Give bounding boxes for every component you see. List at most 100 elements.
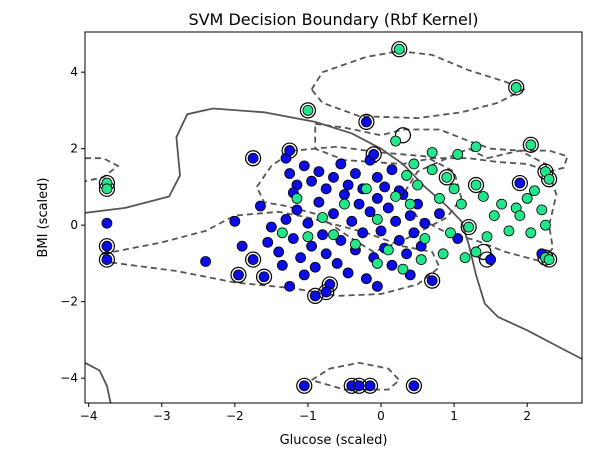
- data-point-class-0: [371, 280, 383, 292]
- data-point-class-1: [510, 82, 522, 93]
- data-point-class-0: [328, 208, 339, 220]
- x-tick-label: −4: [80, 409, 98, 423]
- data-point-class-0: [284, 280, 296, 292]
- y-tick-label: 0: [70, 218, 78, 232]
- data-point-class-0: [298, 160, 310, 172]
- data-point-class-0: [364, 206, 376, 218]
- x-axis-label: Glucose (scaled): [280, 433, 388, 448]
- data-point-class-0: [335, 235, 347, 246]
- data-point-class-1: [426, 147, 438, 158]
- data-point-class-0: [247, 254, 259, 265]
- data-point-class-1: [543, 254, 555, 265]
- data-point-class-0: [360, 273, 372, 285]
- x-tick-label: 0: [377, 409, 385, 423]
- data-point-class-1: [521, 192, 533, 204]
- support-vector-marker: [511, 174, 528, 192]
- data-point-class-1: [481, 231, 493, 243]
- data-point-class-0: [276, 259, 288, 271]
- data-point-class-1: [503, 225, 515, 237]
- data-point-class-1: [540, 219, 551, 231]
- data-point-class-0: [317, 229, 328, 241]
- data-point-class-1: [390, 135, 402, 147]
- data-point-class-0: [371, 171, 383, 183]
- data-point-class-0: [284, 168, 296, 179]
- x-tick-label: 2: [523, 409, 531, 423]
- data-point-class-1: [529, 185, 540, 197]
- data-point-class-0: [353, 198, 365, 210]
- data-point-class-0: [273, 246, 285, 258]
- data-point-class-0: [408, 227, 420, 239]
- support-vector-marker: [391, 41, 408, 58]
- data-point-class-1: [456, 198, 467, 210]
- x-tick-label: −2: [226, 409, 244, 423]
- data-point-class-0: [485, 254, 497, 265]
- data-point-class-1: [445, 227, 456, 239]
- data-point-class-0: [298, 380, 310, 392]
- data-point-class-0: [255, 200, 266, 212]
- data-point-class-1: [452, 148, 464, 160]
- y-tick-label: 4: [70, 65, 78, 79]
- support-vector-marker: [424, 272, 441, 289]
- data-point-class-0: [360, 116, 372, 128]
- data-point-class-0: [393, 235, 405, 246]
- data-point-class-0: [280, 214, 292, 225]
- data-point-class-0: [426, 275, 438, 287]
- data-point-class-1: [470, 179, 482, 191]
- margin-line: [102, 210, 441, 297]
- data-point-class-1: [401, 170, 412, 181]
- data-point-class-1: [437, 248, 449, 260]
- data-point-class-1: [317, 212, 328, 223]
- x-tick-label: −3: [153, 409, 171, 423]
- support-vector-marker: [98, 251, 116, 268]
- data-point-class-0: [101, 217, 113, 229]
- data-point-class-0: [101, 240, 113, 252]
- data-point-class-0: [368, 148, 380, 160]
- data-point-class-1: [390, 191, 402, 202]
- data-point-class-1: [408, 158, 420, 170]
- data-point-class-1: [459, 252, 471, 264]
- data-point-class-1: [536, 204, 548, 216]
- data-point-class-0: [353, 380, 365, 392]
- data-point-class-1: [441, 171, 453, 183]
- data-point-class-1: [291, 192, 303, 204]
- data-point-class-1: [415, 254, 427, 265]
- plot-area: [84, 31, 583, 404]
- data-point-class-1: [404, 198, 416, 210]
- data-point-class-0: [233, 269, 244, 281]
- data-point-class-0: [265, 221, 277, 233]
- data-point-class-1: [514, 210, 526, 221]
- data-point-class-0: [375, 225, 387, 237]
- data-point-class-0: [452, 233, 464, 244]
- data-point-class-0: [331, 257, 343, 269]
- support-vector-marker: [438, 169, 455, 186]
- data-point-class-1: [302, 105, 314, 116]
- data-point-class-0: [320, 286, 332, 298]
- data-point-class-1: [339, 198, 350, 210]
- support-vector-marker: [245, 150, 262, 167]
- data-point-class-1: [525, 139, 537, 151]
- data-point-class-1: [328, 229, 339, 241]
- data-point-class-0: [295, 252, 307, 264]
- data-point-class-0: [200, 256, 211, 267]
- data-point-class-0: [342, 179, 354, 191]
- data-point-class-0: [309, 261, 321, 273]
- data-point-class-0: [386, 259, 398, 271]
- chart-title: SVM Decision Boundary (Rbf Kernel): [188, 10, 478, 29]
- y-tick-label: −2: [60, 295, 78, 309]
- data-point-class-0: [320, 248, 332, 260]
- data-point-class-0: [434, 208, 445, 220]
- data-point-class-1: [302, 231, 314, 243]
- data-point-class-0: [346, 215, 358, 227]
- data-point-class-0: [309, 290, 321, 302]
- y-tick-label: −4: [60, 371, 78, 385]
- data-point-class-0: [313, 196, 325, 208]
- data-point-class-1: [463, 221, 475, 233]
- data-point-class-0: [339, 189, 350, 200]
- support-vector-marker: [358, 113, 375, 130]
- support-vector-marker: [522, 136, 539, 153]
- data-point-class-1: [397, 263, 409, 275]
- data-point-class-0: [371, 192, 383, 204]
- support-vector-marker: [230, 266, 247, 283]
- data-point-class-0: [364, 380, 376, 392]
